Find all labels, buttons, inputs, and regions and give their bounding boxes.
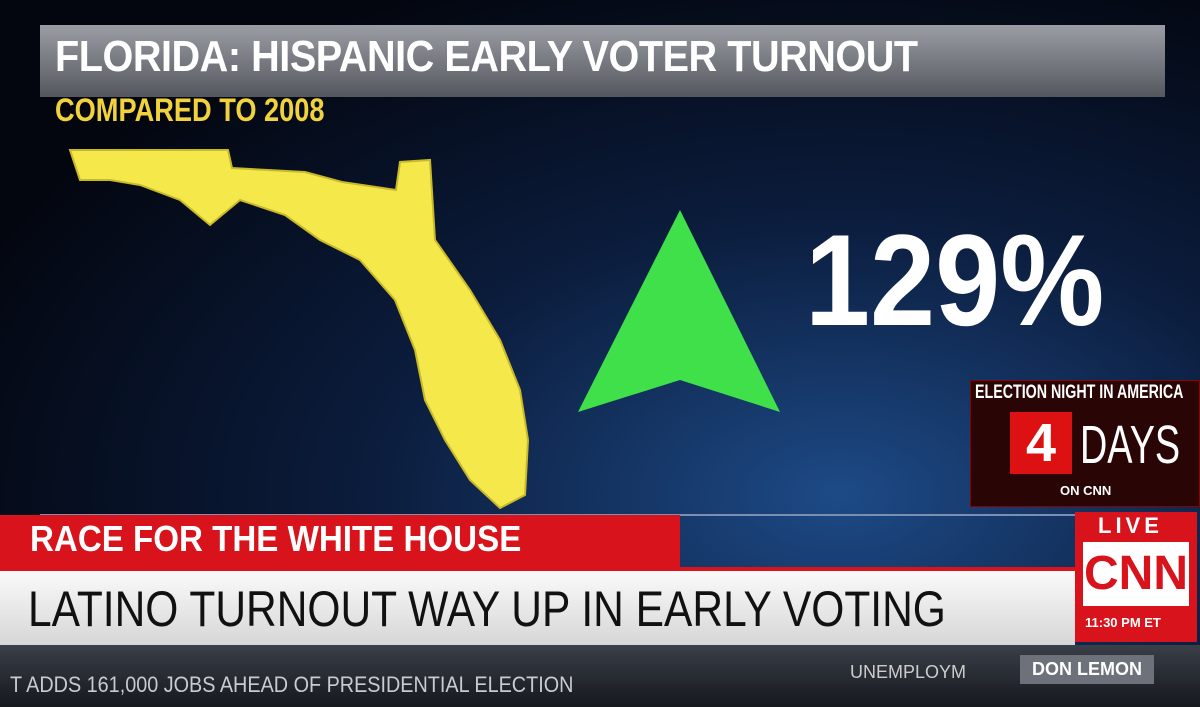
countdown-number: 4 [1010, 412, 1072, 474]
countdown-unit: DAYS [1080, 415, 1181, 475]
graphic-subtitle: COMPARED TO 2008 [55, 92, 325, 128]
tag: RACE FOR THE WHITE HOUSE [30, 518, 522, 559]
ticker-story: T ADDS 161,000 JOBS AHEAD OF PRESIDENTIA… [10, 672, 574, 697]
countdown-badge [970, 380, 1200, 507]
change-value: 129% [805, 207, 1105, 353]
time: 11:30 PM ET [1085, 615, 1161, 630]
graphic-title: FLORIDA: HISPANIC EARLY VOTER TURNOUT [55, 32, 918, 81]
logo: CNN [1083, 542, 1189, 606]
headline: LATINO TURNOUT WAY UP IN EARLY VOTING [28, 581, 946, 637]
countdown-network: ON CNN [1060, 483, 1112, 498]
countdown-heading: ELECTION NIGHT IN AMERICA [975, 382, 1184, 403]
florida-map [68, 149, 530, 510]
show-name: DON LEMON [1020, 655, 1154, 684]
title-bar [40, 25, 1165, 97]
ticker-next: UNEMPLOYM [850, 662, 967, 682]
live-label: LIVE [1098, 513, 1163, 538]
up-arrow [578, 210, 780, 412]
headline-bar [0, 567, 1075, 646]
tag-bar [0, 515, 680, 567]
ticker-bar [0, 645, 1200, 707]
